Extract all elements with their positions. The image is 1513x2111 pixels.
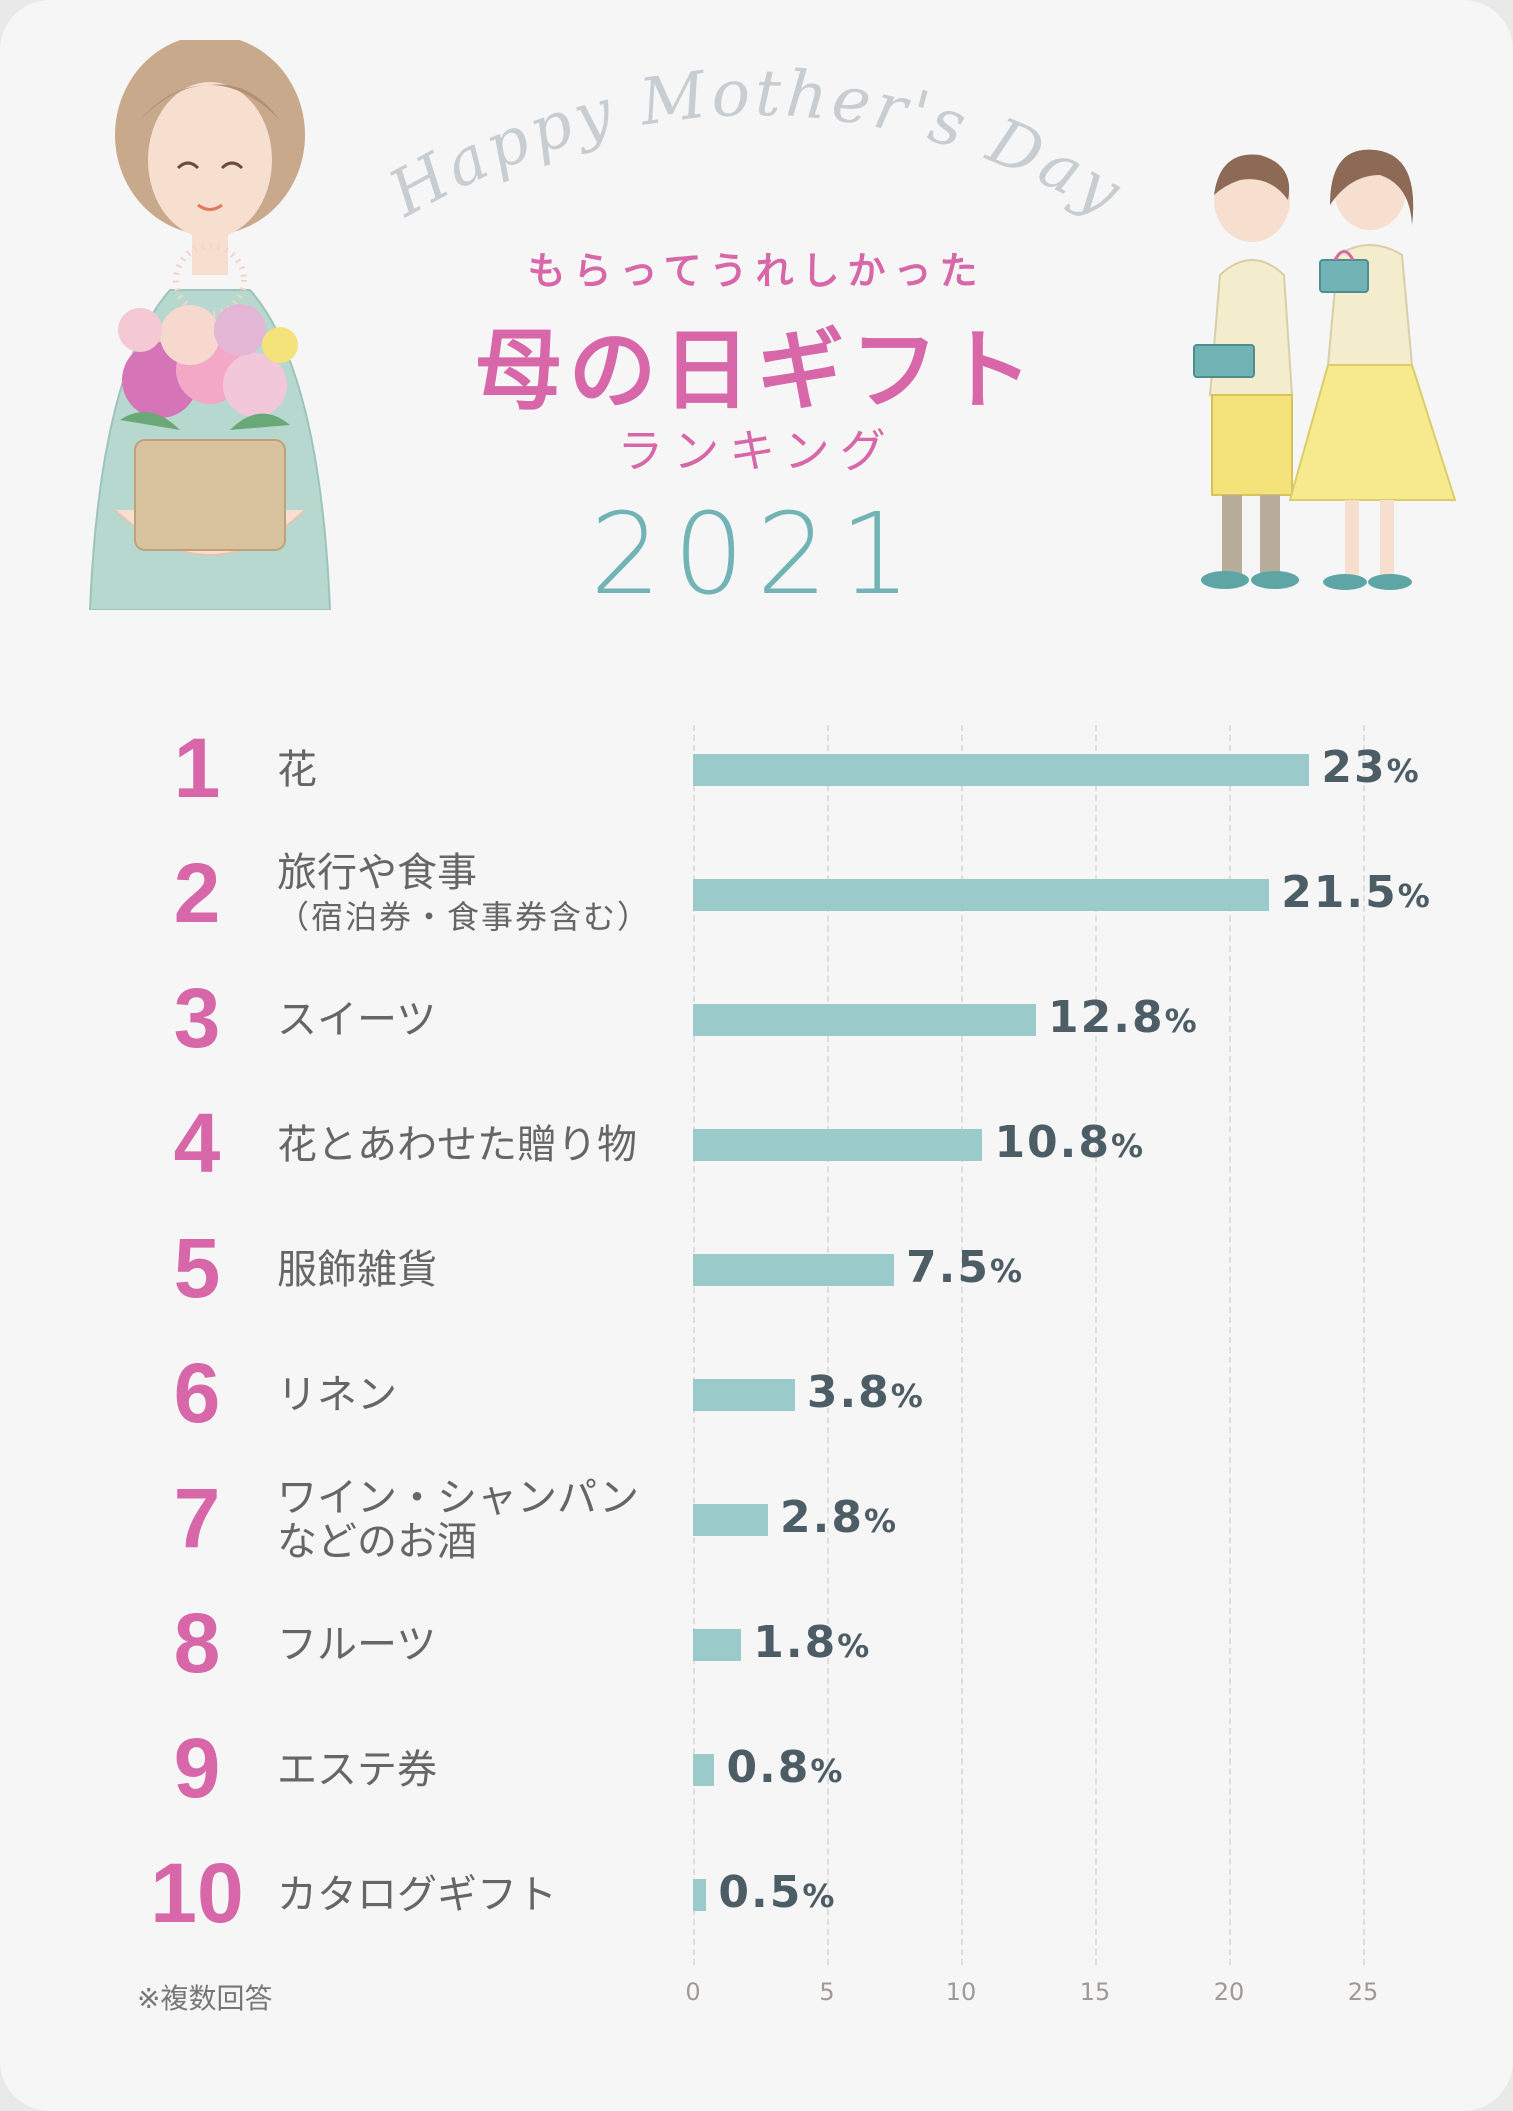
category-label: フルーツ (277, 1623, 436, 1667)
rank-number: 6 (173, 1346, 221, 1440)
rank-number: 3 (173, 971, 221, 1065)
grid-line (961, 725, 963, 1965)
bar (693, 1004, 1037, 1036)
value-label: 0.8% (726, 1742, 844, 1793)
category-label-line: 花 (277, 747, 317, 793)
value-label: 21.5% (1281, 867, 1432, 918)
category-label-line: 服飾雑貨 (277, 1247, 437, 1293)
category-label: 花 (277, 748, 317, 792)
x-tick-label: 15 (1079, 1978, 1111, 2006)
bar (693, 1504, 769, 1536)
value-label: 1.8% (753, 1617, 871, 1668)
value-number: 7.5 (906, 1242, 990, 1293)
grid-line (1363, 725, 1365, 1965)
category-label-line: リネン (277, 1372, 397, 1418)
value-number: 2.8 (780, 1492, 864, 1543)
value-unit: % (810, 1752, 845, 1790)
category-label: 服飾雑貨 (277, 1248, 437, 1292)
page-title: 母の日ギフト (474, 319, 1039, 422)
category-label-line: カタログギフト (277, 1872, 557, 1918)
rank-number: 9 (173, 1721, 221, 1815)
value-number: 10.8 (994, 1117, 1111, 1168)
greeting-arc: Happy Mother's Day (377, 60, 1136, 232)
value-unit: % (802, 1877, 837, 1915)
category-label-line: ワイン・シャンパン (277, 1475, 639, 1521)
category-label-line: （宿泊券・食事券含む） (277, 898, 652, 936)
svg-text:Happy Mother's Day: Happy Mother's Day (377, 60, 1136, 232)
bar (693, 879, 1270, 911)
rank-number: 2 (173, 846, 221, 940)
category-label: スイーツ (277, 998, 436, 1042)
category-label-line: スイーツ (277, 997, 437, 1043)
bar (693, 1129, 983, 1161)
category-label: リネン (277, 1373, 397, 1417)
value-number: 0.5 (718, 1867, 803, 1918)
grid-line (693, 725, 695, 1965)
grid-line (1229, 725, 1231, 1965)
x-tick-label: 0 (685, 1978, 701, 2006)
value-label: 7.5% (906, 1242, 1024, 1293)
category-label: ワイン・シャンパン などのお酒 (277, 1476, 639, 1564)
value-unit: % (1164, 1002, 1199, 1040)
x-tick-label: 20 (1213, 1978, 1245, 2006)
value-label: 23% (1321, 742, 1420, 793)
category-label: カタログギフト (277, 1873, 557, 1917)
value-label: 2.8% (780, 1492, 898, 1543)
value-number: 23 (1321, 742, 1387, 793)
children-with-gifts-illustration (1193, 149, 1457, 590)
rank-number: 4 (173, 1096, 221, 1190)
greeting-text: Happy Mother's Day (377, 60, 1132, 232)
subtitle: もらってうれしかった (527, 249, 986, 293)
category-label: エステ券 (277, 1748, 437, 1792)
mother-with-flowers-illustration (88, 40, 332, 610)
value-label: 3.8% (807, 1367, 925, 1418)
category-label: 旅行や食事 （宿泊券・食事券含む） (277, 851, 651, 939)
value-label: 10.8% (994, 1117, 1145, 1168)
bar (693, 754, 1310, 786)
bar (693, 1754, 715, 1786)
grid-line (827, 725, 829, 1965)
value-number: 0.8 (726, 1742, 811, 1793)
value-number: 21.5 (1281, 867, 1398, 918)
value-unit: % (1111, 1127, 1146, 1165)
value-unit: % (837, 1627, 872, 1665)
category-label-line: フルーツ (277, 1622, 437, 1668)
value-label: 12.8% (1048, 992, 1199, 1043)
value-unit: % (890, 1377, 925, 1415)
bar (693, 1879, 707, 1911)
x-tick-label: 10 (945, 1978, 977, 2006)
category-label: 花とあわせた贈り物 (277, 1123, 637, 1167)
value-number: 1.8 (753, 1617, 838, 1668)
rank-number: 5 (173, 1221, 221, 1315)
grid-line (1095, 725, 1097, 1965)
bar (693, 1254, 894, 1286)
multiple-answer-note: ※複数回答 (137, 1982, 273, 2015)
category-label-line: エステ券 (277, 1747, 437, 1793)
value-number: 12.8 (1048, 992, 1165, 1043)
category-label-line: 花とあわせた贈り物 (277, 1122, 637, 1168)
value-unit: % (863, 1502, 899, 1540)
category-label-line: などのお酒 (277, 1519, 477, 1565)
ranking-heading: ランキング (617, 424, 896, 478)
value-label: 0.5% (718, 1867, 836, 1918)
x-tick-label: 25 (1347, 1978, 1379, 2006)
value-unit: % (1386, 752, 1421, 790)
year-heading: 2021 (589, 490, 924, 620)
category-label-line: 旅行や食事 (277, 850, 477, 896)
bar (693, 1629, 742, 1661)
rank-number: 8 (173, 1596, 221, 1690)
x-tick-label: 5 (819, 1978, 835, 2006)
rank-number: 7 (173, 1471, 221, 1565)
value-unit: % (989, 1252, 1025, 1290)
bar (693, 1379, 795, 1411)
value-unit: % (1397, 877, 1432, 915)
rank-number: 1 (173, 721, 221, 815)
rank-number: 10 (150, 1846, 244, 1940)
value-number: 3.8 (806, 1367, 891, 1418)
